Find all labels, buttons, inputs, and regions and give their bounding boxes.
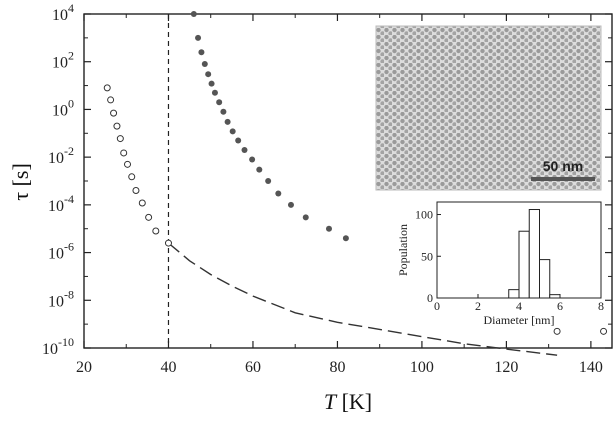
x-tick-label: 40 [160, 359, 176, 376]
filled-circle-point [205, 71, 212, 78]
y-axis-label: τ [s] [8, 163, 33, 201]
histogram-x-tick-label: 0 [434, 299, 440, 313]
open-circle-point [138, 199, 146, 207]
filled-circle-point [235, 137, 242, 144]
histogram-x-tick-label: 2 [475, 299, 481, 313]
filled-circle-point [198, 49, 205, 56]
x-tick-label: 20 [76, 359, 92, 376]
open-circle-point [600, 327, 608, 335]
histogram-x-tick-label: 8 [598, 299, 604, 313]
main-tick-labels: 20 40 60 80 100 120 14010410210010-210-410-610… [42, 1, 603, 376]
filled-circle-point [208, 80, 215, 87]
open-circle-point [553, 327, 561, 335]
filled-circle-point [220, 108, 227, 115]
x-tick-label: 100 [410, 359, 434, 376]
filled-circle-point [275, 190, 282, 197]
open-circle-point [116, 135, 124, 143]
open-circle-point [113, 122, 121, 130]
open-circle-point [152, 227, 160, 235]
filled-circle-point [342, 235, 349, 242]
y-tick-label: 10-8 [48, 287, 74, 310]
histogram-bar [508, 289, 520, 299]
histogram-y-tick-label: 50 [421, 249, 433, 263]
micrograph-border [375, 25, 602, 191]
histogram-x-tick-label: 6 [557, 299, 563, 313]
histogram-y-label: Population [396, 224, 410, 276]
filled-circle-point [229, 128, 236, 135]
y-tick-label: 102 [52, 49, 74, 72]
filled-circle-point [265, 178, 272, 184]
open-circle-point [132, 186, 140, 194]
y-tick-label: 10-10 [42, 335, 74, 358]
histogram-bar [518, 230, 530, 299]
histogram-y-tick-label: 100 [415, 208, 433, 222]
open-circle-point [164, 239, 172, 247]
micrograph-inset: 50 nm [375, 25, 602, 191]
histogram-x-tick-label: 4 [516, 299, 522, 313]
fit-curve-dashed [168, 242, 558, 356]
y-tick-label: 10-4 [48, 192, 74, 215]
filled-circle-point [201, 61, 208, 68]
filled-circle-point [241, 146, 248, 153]
histogram-bar [549, 294, 561, 299]
open-circle-point [120, 149, 128, 157]
x-axis-label: T [K] [324, 389, 372, 414]
main-plot-data [103, 11, 608, 356]
filled-circle-point [302, 214, 309, 221]
histogram-bars [508, 209, 561, 299]
main-axis-ticks [83, 13, 612, 349]
filled-circle-point [249, 156, 256, 163]
y-tick-label: 100 [52, 96, 74, 119]
x-tick-label: 60 [245, 359, 261, 376]
filled-circle-point [224, 118, 231, 125]
open-circle-point [128, 173, 136, 181]
histogram-y-tick-label: 0 [427, 291, 433, 305]
filled-circle-point [325, 225, 332, 232]
filled-circle-point [190, 11, 197, 17]
y-tick-label: 10-6 [48, 240, 74, 263]
scale-bar [531, 177, 595, 181]
open-circle-point [124, 160, 132, 168]
open-circle-point [103, 84, 111, 92]
histogram-bar [539, 259, 551, 299]
open-circle-point [107, 96, 115, 104]
filled-circle-point [211, 89, 218, 96]
histogram-x-label: Diameter [nm] [484, 313, 555, 327]
y-tick-label: 104 [52, 1, 74, 24]
filled-circle-point [216, 99, 223, 106]
y-tick-label: 10-2 [48, 144, 74, 167]
scale-bar-label: 50 nm [543, 158, 583, 174]
x-tick-label: 140 [579, 359, 603, 376]
filled-circle-point [287, 201, 294, 208]
open-circle-point [110, 109, 118, 117]
x-tick-label: 80 [329, 359, 345, 376]
micrograph-image [376, 26, 601, 190]
x-tick-label: 120 [494, 359, 518, 376]
filled-circle-point [256, 166, 263, 173]
histogram-bar [528, 209, 540, 299]
filled-circle-point [195, 34, 202, 41]
histogram-tick-labels: 0 2 4 6 8 0 50 100 [415, 208, 604, 313]
open-circle-point [145, 213, 153, 221]
